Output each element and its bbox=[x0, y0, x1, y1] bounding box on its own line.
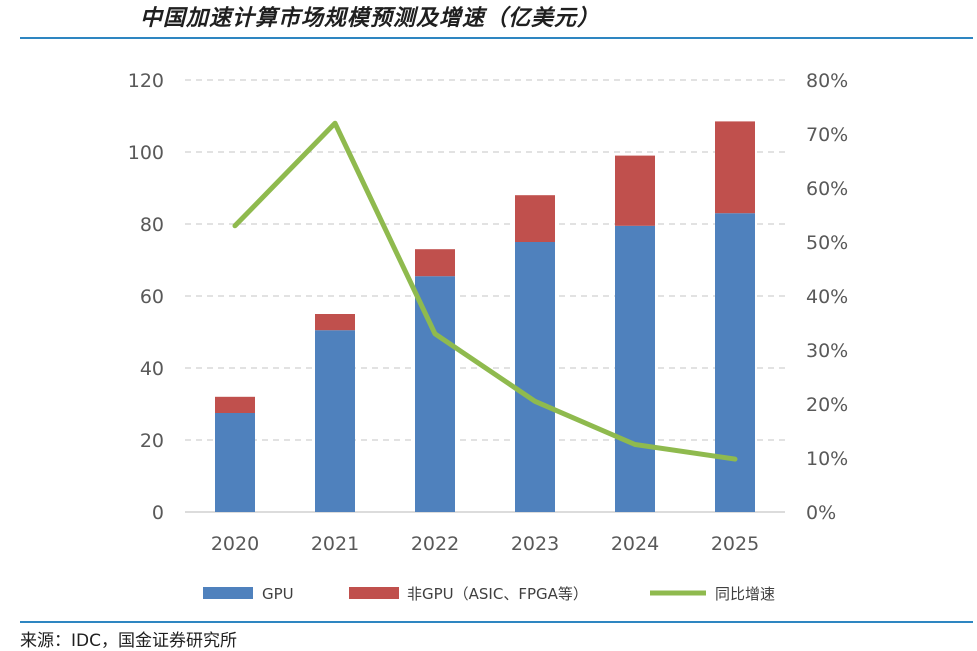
x-tick-label: 2023 bbox=[511, 533, 559, 555]
bottom-rule bbox=[20, 621, 973, 623]
y-right-tick-label: 80% bbox=[806, 70, 848, 92]
y-right-tick-label: 40% bbox=[806, 286, 848, 308]
y-right-tick-label: 20% bbox=[806, 394, 848, 416]
y-left-tick-label: 120 bbox=[128, 70, 164, 92]
y-left-tick-label: 40 bbox=[140, 358, 164, 380]
source-note: 来源：IDC，国金证券研究所 bbox=[20, 631, 237, 651]
bar-gpu bbox=[315, 330, 355, 512]
x-tick-label: 2025 bbox=[711, 533, 759, 555]
bar-non-gpu bbox=[515, 195, 555, 242]
legend-label-non-gpu: 非GPU（ASIC、FPGA等） bbox=[407, 585, 588, 603]
y-left-tick-label: 20 bbox=[140, 430, 164, 452]
top-rule bbox=[20, 37, 973, 39]
bar-non-gpu bbox=[315, 314, 355, 331]
growth-line bbox=[232, 120, 738, 462]
bar-non-gpu bbox=[415, 249, 455, 277]
bar-non-gpu bbox=[715, 121, 755, 214]
x-tick-label: 2022 bbox=[411, 533, 459, 555]
x-tick-label: 2020 bbox=[211, 533, 259, 555]
y-left-tick-label: 60 bbox=[140, 286, 164, 308]
legend-label-growth: 同比增速 bbox=[715, 585, 775, 603]
y-right-tick-label: 50% bbox=[806, 232, 848, 254]
y-right-tick-label: 70% bbox=[806, 124, 848, 146]
x-tick-label: 2024 bbox=[611, 533, 659, 555]
bar-gpu bbox=[515, 242, 555, 512]
y-left-tick-label: 100 bbox=[128, 142, 164, 164]
bar-non-gpu bbox=[615, 155, 655, 226]
chart-title: 中国加速计算市场规模预测及增速（亿美元） bbox=[140, 5, 601, 31]
bar-gpu bbox=[715, 213, 755, 512]
bar-gpu bbox=[615, 225, 655, 513]
y-left-tick-label: 80 bbox=[140, 214, 164, 236]
legend-swatch-non-gpu bbox=[349, 587, 399, 599]
y-right-tick-label: 10% bbox=[806, 448, 848, 470]
legend-swatch-gpu bbox=[203, 587, 253, 599]
y-right-tick-label: 30% bbox=[806, 340, 848, 362]
bar-non-gpu bbox=[215, 396, 255, 413]
bar-gpu bbox=[215, 413, 255, 512]
legend-label-gpu: GPU bbox=[262, 585, 294, 603]
bar-gpu bbox=[415, 276, 455, 512]
chart-canvas: 0 20 40 60 80 100 120 0% 10% 20% 30% 40% 50% 60% 70% 80… bbox=[128, 70, 849, 603]
y-left-tick-label: 0 bbox=[152, 502, 164, 524]
x-tick-label: 2021 bbox=[311, 533, 359, 555]
y-right-tick-label: 60% bbox=[806, 178, 848, 200]
y-right-tick-label: 0% bbox=[806, 502, 836, 524]
